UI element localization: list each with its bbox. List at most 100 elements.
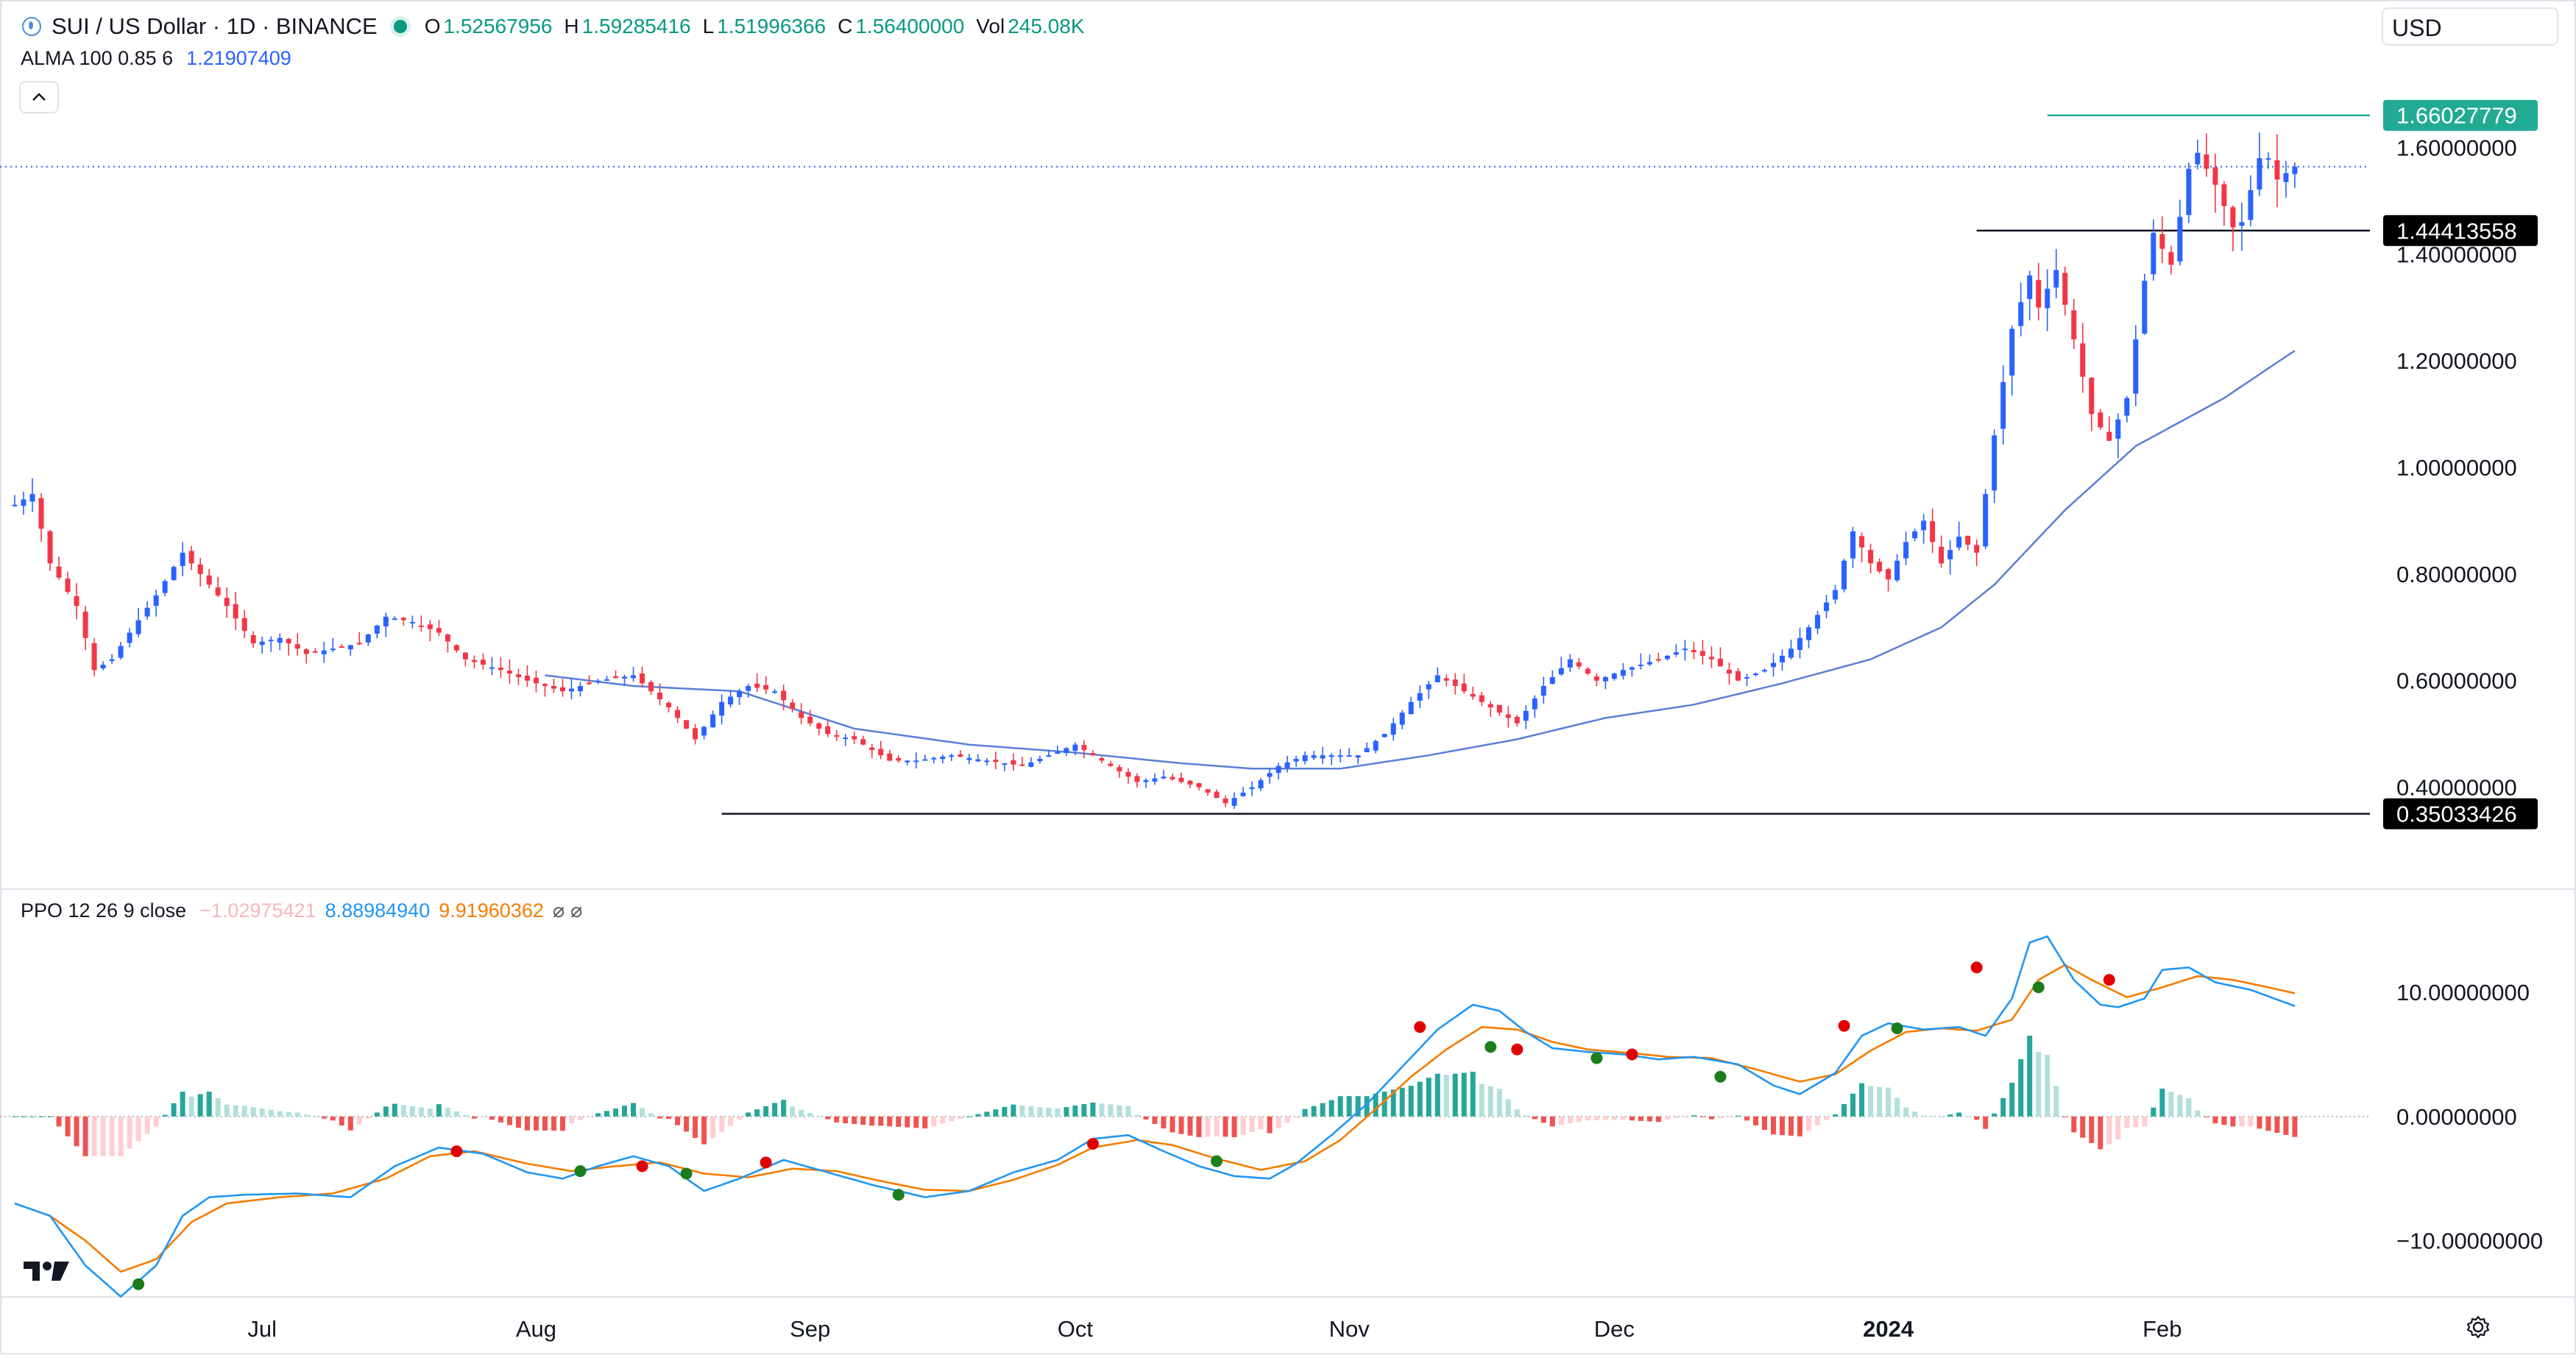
candle-body <box>462 652 468 659</box>
ppo-histogram-bar <box>1664 1116 1670 1120</box>
ppo-histogram-bar <box>2283 1116 2289 1135</box>
gear-icon[interactable] <box>2466 1315 2491 1340</box>
collapse-legend-button[interactable] <box>19 81 59 113</box>
candle-body <box>392 618 397 620</box>
ppo-label: PPO 12 26 9 close <box>21 899 187 922</box>
candle-body <box>966 757 972 760</box>
candle-body <box>684 720 690 729</box>
ppo-histogram-bar <box>1833 1114 1839 1117</box>
ppo-histogram-bar <box>1002 1106 1008 1117</box>
ppo-histogram-bar <box>171 1103 177 1117</box>
ppo-histogram-bar <box>816 1116 822 1117</box>
candle-body <box>1780 655 1786 662</box>
candle-body <box>2177 216 2183 262</box>
candle-body <box>860 739 866 745</box>
candle-body <box>127 632 132 643</box>
ppo-crossover-dot <box>1086 1138 1099 1150</box>
candle-body <box>657 693 663 700</box>
candle-body <box>1699 651 1705 656</box>
candle-body <box>2062 272 2068 305</box>
candle-body <box>1824 602 1830 612</box>
candle-body <box>506 671 512 674</box>
ppo-histogram-bar <box>675 1116 681 1125</box>
candle-body <box>1708 657 1714 659</box>
ppo-histogram-bar <box>1947 1114 1953 1117</box>
ppo-histogram-bar <box>2124 1116 2130 1128</box>
candle-body <box>1399 712 1405 725</box>
symbol-title[interactable]: SUI / US Dollar · 1D · BINANCE <box>52 13 378 39</box>
candle-body <box>1549 676 1555 685</box>
candle-body <box>1108 763 1114 766</box>
candle-body <box>604 679 610 681</box>
candle-body <box>1532 698 1538 710</box>
ppo-histogram-bar <box>1434 1073 1440 1117</box>
ppo-histogram-bar <box>878 1116 884 1126</box>
ppo-histogram-bar <box>303 1114 309 1117</box>
candle-body <box>1744 676 1749 679</box>
candle-body <box>2009 328 2015 376</box>
candle-body <box>816 723 822 729</box>
ppo-histogram-bar <box>162 1114 168 1117</box>
candle-body <box>1426 684 1432 690</box>
candle-body <box>648 682 654 692</box>
candle-body <box>1275 765 1281 774</box>
ppo-histogram-bar <box>1744 1116 1749 1121</box>
candle-body <box>47 531 53 564</box>
high-value: 1.59285416 <box>581 15 691 38</box>
candle-body <box>268 640 274 642</box>
candle-body <box>975 759 981 762</box>
candle-body <box>144 607 150 617</box>
ppo-histogram-bar <box>1956 1112 1962 1117</box>
candle-body <box>1585 668 1590 674</box>
ppo-na-icon-b: ⌀ <box>570 899 583 922</box>
ppo-histogram-bar <box>2045 1055 2050 1117</box>
ppo-histogram-bar <box>1328 1100 1334 1117</box>
ppo-histogram-bar <box>1717 1116 1723 1119</box>
tradingview-logo-icon[interactable] <box>24 1259 69 1284</box>
candle-body <box>250 634 256 644</box>
candle-body <box>613 676 619 679</box>
ppo-histogram-bar <box>975 1114 981 1117</box>
ppo-line <box>14 935 2296 1298</box>
candle-body <box>843 738 849 740</box>
ppo-histogram-bar <box>259 1108 265 1117</box>
candle-body <box>2239 222 2245 226</box>
ppo-histogram-bar <box>1222 1116 1228 1137</box>
ppo-legend[interactable]: PPO 12 26 9 close −1.02975421 8.88984940… <box>21 899 582 922</box>
ppo-histogram-bar <box>489 1116 495 1120</box>
ppo-signal-value: 9.91960362 <box>439 899 544 922</box>
candle-body <box>1231 798 1237 806</box>
candle-body <box>1461 683 1467 692</box>
ppo-histogram-bar <box>268 1109 274 1117</box>
currency-select[interactable]: USD <box>2382 7 2558 46</box>
ppo-histogram-bar <box>1762 1116 1767 1131</box>
ppo-histogram-bar <box>1267 1116 1273 1134</box>
ppo-histogram-bar <box>374 1112 380 1117</box>
price-tick-label: 1.60000000 <box>2396 135 2517 160</box>
candle-body <box>1505 714 1511 718</box>
ppo-histogram-bar <box>622 1106 628 1117</box>
candle-body <box>1267 773 1273 777</box>
candle-body <box>896 758 902 761</box>
volume-label: Vol <box>976 15 1005 38</box>
ppo-histogram-bar <box>506 1116 512 1125</box>
ppo-histogram-bar <box>843 1116 849 1124</box>
ppo-histogram-bar <box>1019 1105 1025 1117</box>
candle-body <box>498 668 503 671</box>
ppo-histogram-bar <box>1965 1116 1971 1117</box>
candle-body <box>1328 755 1334 757</box>
ppo-histogram-bar <box>1487 1086 1493 1117</box>
candle-body <box>1797 637 1803 651</box>
candle-body <box>2292 166 2298 174</box>
candle-body <box>701 726 707 736</box>
ppo-histogram-bar <box>657 1116 663 1119</box>
ppo-tick-label: −10.00000000 <box>2396 1228 2543 1254</box>
alma-legend[interactable]: ALMA 100 0.85 6 1.21907409 <box>21 47 291 70</box>
candle-body <box>100 665 106 669</box>
candle-body <box>2115 419 2121 439</box>
candle-body <box>1081 745 1087 750</box>
ppo-histogram-bar <box>719 1116 725 1132</box>
candle-body <box>1381 734 1387 738</box>
